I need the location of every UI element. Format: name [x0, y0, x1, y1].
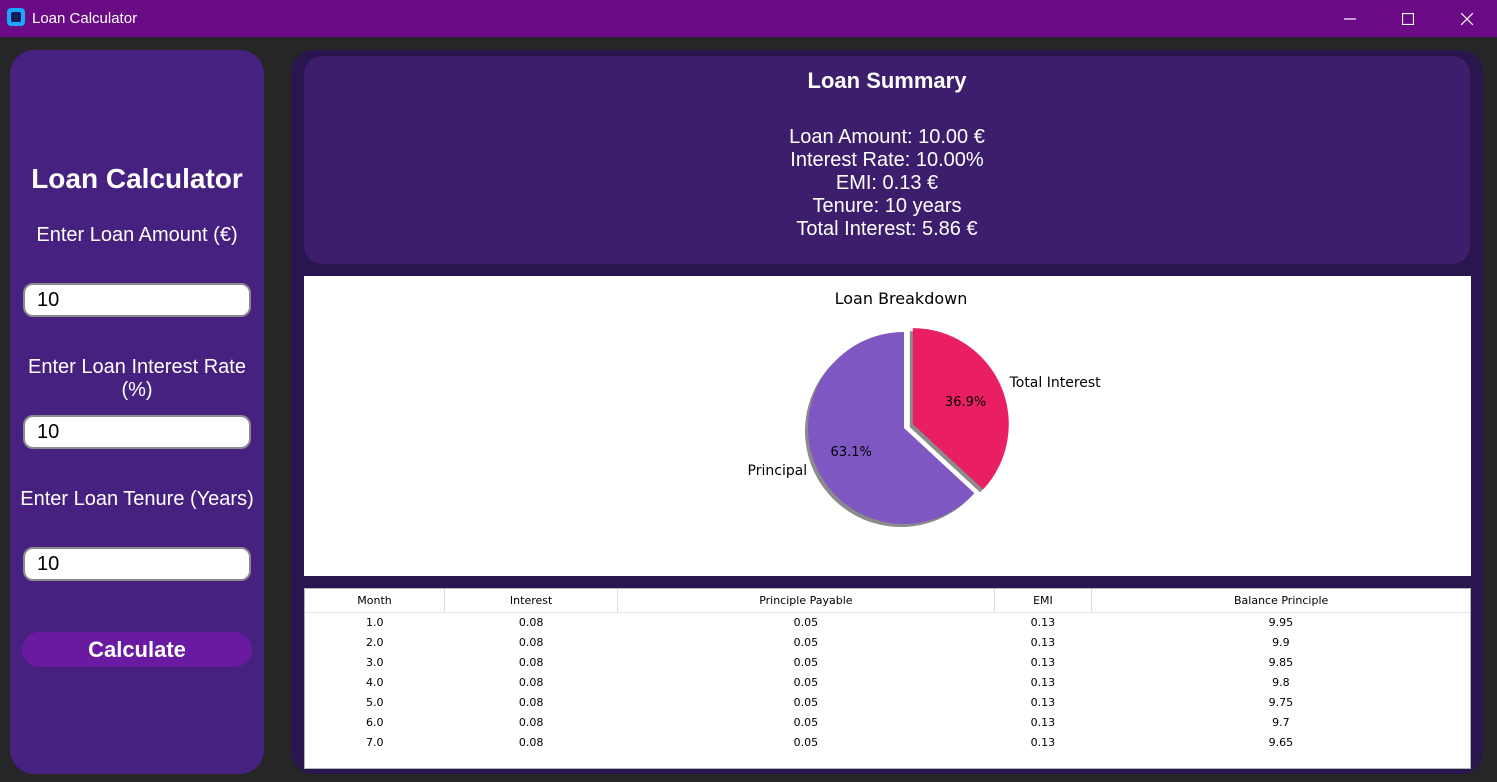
input-sidebar: Loan Calculator Enter Loan Amount (€) En… [10, 50, 264, 774]
table-cell: 0.05 [793, 695, 819, 709]
table-row: 4.0 0.08 0.05 0.13 9.8 [305, 672, 1470, 692]
loan-summary: Loan Summary Loan Amount: 10.00 € Intere… [304, 56, 1470, 264]
table-cell: 0.05 [793, 735, 819, 749]
table-cell: 4.0 [366, 675, 384, 689]
pie-category-label: Principal [748, 463, 808, 479]
table-cell: 6.0 [366, 715, 384, 729]
table-cell: 9.65 [1268, 735, 1294, 749]
loan-amount-input[interactable] [23, 283, 251, 317]
table-cell: 0.08 [518, 715, 544, 729]
summary-loan-amount: Loan Amount: 10.00 € [789, 126, 985, 148]
pie-percent-label: 36.9% [945, 395, 986, 410]
results-panel: Loan Summary Loan Amount: 10.00 € Intere… [291, 50, 1483, 774]
summary-interest-rate: Interest Rate: 10.00% [790, 149, 984, 171]
table-header-cell[interactable]: EMI [994, 589, 1093, 613]
table-cell: 1.0 [366, 615, 384, 629]
table-cell: 9.75 [1268, 695, 1294, 709]
amortization-table: Month Interest Principle Payable EMI Balance… [304, 588, 1471, 769]
table-cell: 0.05 [793, 615, 819, 629]
table-cell: 0.13 [1030, 715, 1056, 729]
table-row: 6.0 0.08 0.05 0.13 9.7 [305, 712, 1470, 732]
table-cell: 0.08 [518, 655, 544, 669]
summary-emi: EMI: 0.13 € [835, 172, 939, 194]
window-title: Loan Calculator [32, 10, 138, 27]
table-cell: 7.0 [366, 735, 384, 749]
table-cell: 0.05 [793, 715, 819, 729]
maximize-button[interactable] [1379, 0, 1437, 37]
close-icon [1461, 12, 1473, 25]
chart-title: Loan Breakdown [835, 289, 968, 308]
minimize-icon [1344, 17, 1356, 20]
table-header-cell[interactable]: Interest [444, 589, 619, 613]
sidebar-title: Loan Calculator [31, 163, 243, 194]
table-cell: 0.13 [1030, 675, 1056, 689]
table-cell: 0.13 [1030, 735, 1056, 749]
pie-percent-label: 63.1% [831, 445, 872, 460]
table-cell: 0.05 [793, 635, 819, 649]
app-icon [7, 8, 25, 26]
table-cell: 0.13 [1030, 655, 1056, 669]
table-cell: 0.13 [1030, 615, 1056, 629]
summary-tenure: Tenure: 10 years [812, 195, 962, 217]
loan-tenure-input[interactable] [23, 547, 251, 581]
table-cell: 0.08 [518, 675, 544, 689]
loan-tenure-label: Enter Loan Tenure (Years) [20, 488, 254, 510]
table-cell: 9.9 [1272, 635, 1290, 649]
table-row: 5.0 0.08 0.05 0.13 9.75 [305, 692, 1470, 712]
table-cell: 0.13 [1030, 635, 1056, 649]
table-header-cell[interactable]: Balance Principle [1091, 589, 1470, 613]
interest-rate-label: Enter Loan Interest Rate (%) [28, 356, 246, 401]
table-cell: 0.05 [793, 655, 819, 669]
table-cell: 0.08 [518, 615, 544, 629]
table-header-cell[interactable]: Month [305, 589, 446, 613]
table-cell: 0.05 [793, 675, 819, 689]
pie-slice-principal [808, 332, 975, 524]
interest-rate-input[interactable] [23, 415, 251, 449]
pie-category-label: Total Interest [1009, 375, 1102, 391]
pie-slice-total-interest [912, 328, 1009, 490]
table-cell: 2.0 [366, 635, 384, 649]
table-cell: 0.08 [518, 695, 544, 709]
title-bar: Loan Calculator [0, 0, 1497, 37]
minimize-button[interactable] [1321, 0, 1379, 37]
table-cell: 0.13 [1030, 695, 1056, 709]
pie-chart: Loan Breakdown 63.1% Principal 36.9% Total I… [748, 289, 1102, 527]
table-cell: 9.8 [1272, 675, 1290, 689]
table-header-cell[interactable]: Principle Payable [617, 589, 995, 613]
table-cell: 0.08 [518, 735, 544, 749]
close-button[interactable] [1438, 0, 1496, 37]
table-cell: 0.08 [518, 635, 544, 649]
table-cell: 5.0 [366, 695, 384, 709]
calculate-button[interactable]: Calculate [22, 632, 252, 667]
loan-amount-label: Enter Loan Amount (€) [36, 224, 238, 246]
table-cell: 9.7 [1272, 715, 1290, 729]
table-cell: 9.85 [1268, 655, 1294, 669]
loan-breakdown-chart: Loan Breakdown 63.1% Principal 36.9% Total I… [304, 276, 1471, 576]
summary-total-interest: Total Interest: 5.86 € [796, 218, 978, 240]
table-row: 3.0 0.08 0.05 0.13 9.85 [305, 652, 1470, 672]
table-cell: 9.95 [1268, 615, 1294, 629]
table-cell: 3.0 [366, 655, 384, 669]
table-row: 7.0 0.08 0.05 0.13 9.65 [305, 732, 1470, 752]
maximize-icon [1402, 12, 1414, 25]
summary-title: Loan Summary [807, 68, 967, 93]
table-row: 2.0 0.08 0.05 0.13 9.9 [305, 632, 1470, 652]
table-row: 1.0 0.08 0.05 0.13 9.95 [305, 612, 1470, 632]
